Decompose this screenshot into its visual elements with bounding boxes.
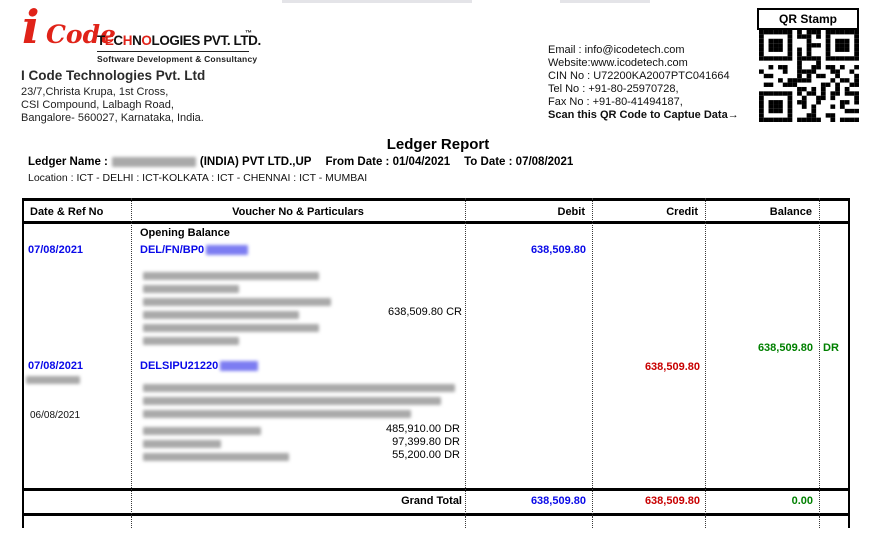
border-stub [848, 516, 850, 528]
column-divider [131, 198, 132, 516]
entry1-running-balance: 638,509.80 CR [388, 306, 462, 318]
entry1-date: 07/08/2021 [28, 244, 84, 256]
company-address-line: CSI Compound, Lalbagh Road, [21, 99, 174, 111]
entry2-sub-date: 06/08/2021 [30, 410, 81, 421]
redacted-line [143, 337, 239, 345]
entry2-credit-amount: 638,509.80 [644, 361, 700, 373]
redacted-ledger-name [111, 156, 196, 167]
entry1-voucher-no: DEL/FN/BP0 [140, 244, 249, 256]
company-address-line: Bangalore- 560027, Karnataka, India. [21, 112, 204, 124]
contact-cin: CIN No : U72200KA2007PTC041664 [548, 70, 730, 82]
redacted-voucher-suffix [206, 245, 249, 256]
logo-tech-segment: O [141, 32, 152, 48]
entry2-item-amount: 485,910.00 DR [386, 423, 460, 435]
location-line: Location : ICT - DELHI : ICT-KOLKATA : I… [28, 172, 368, 184]
logo-tech-segment: C [113, 32, 123, 48]
redacted-line [143, 453, 289, 461]
company-address-line: 23/7,Christa Krupa, 1st Cross, [21, 86, 169, 98]
redacted-line [143, 440, 221, 448]
logo-technologies-text: TECHNOLOGIES PVT. LTD. [97, 32, 261, 48]
table-bottom-border [22, 513, 850, 516]
header-date-ref-no: Date & Ref No [30, 206, 104, 218]
border-stub [705, 516, 706, 528]
redacted-line [143, 324, 319, 332]
table-right-border [848, 198, 850, 516]
border-stub [22, 516, 24, 528]
redacted-ref-no [26, 376, 80, 384]
border-stub [465, 516, 466, 528]
grand-total-debit: 638,509.80 [530, 495, 586, 507]
redacted-line [143, 298, 331, 306]
border-stub [819, 516, 820, 528]
ledger-name-line: Ledger Name : (INDIA) PVT LTD.,UP From Dat… [28, 156, 573, 168]
entry1-debit-amount: 638,509.80 [530, 244, 586, 256]
entry2-voucher-no: DELSIPU21220 [140, 360, 259, 372]
logo-tech-segment: LOGIES PVT. LTD. [151, 32, 261, 48]
scan-qr-instruction: Scan this QR Code to Captue Data→ [548, 109, 739, 121]
grand-total-label: Grand Total [401, 495, 462, 507]
redacted-line [143, 397, 441, 405]
entry2-item-amount: 55,200.00 DR [392, 449, 460, 461]
entry1-voucher-prefix: DEL/FN/BP0 [140, 244, 205, 256]
to-date: To Date : 07/08/2021 [464, 156, 574, 168]
redacted-line [143, 410, 411, 418]
redacted-line [143, 427, 261, 435]
logo-tech-segment: E [104, 32, 114, 48]
redacted-line [143, 285, 239, 293]
redacted-line [143, 384, 455, 392]
logo-tech-segment: H [122, 32, 133, 48]
entry1-balance-side: DR [823, 342, 839, 354]
page-edge-artifact [282, 0, 472, 3]
table-left-border [22, 198, 24, 516]
contact-tel: Tel No : +91-80-25970728, [548, 83, 679, 95]
logo-tech-segment: T [97, 32, 105, 48]
logo-tagline: Software Development & Consultancy [97, 54, 258, 64]
qr-code-image [759, 30, 859, 122]
column-divider [705, 198, 706, 516]
table-header-border [22, 221, 850, 224]
column-divider [465, 198, 466, 516]
header-balance: Balance [769, 206, 812, 218]
opening-balance-label: Opening Balance [140, 227, 230, 239]
column-divider [592, 198, 593, 516]
header-voucher-particulars: Voucher No & Particulars [232, 206, 364, 218]
grand-total-balance: 0.00 [791, 495, 813, 507]
grand-total-credit: 638,509.80 [644, 495, 700, 507]
ledger-name-visible: (INDIA) PVT LTD.,UP [199, 156, 312, 168]
logo-letter-i: i [22, 0, 40, 54]
page-edge-artifact [560, 0, 650, 3]
scan-qr-text: Scan this QR Code to Captue Data [548, 109, 728, 121]
logo-code-text: Code [46, 20, 116, 49]
redacted-line [143, 272, 319, 280]
right-arrow-icon: → [727, 109, 739, 121]
entry1-balance-amount: 638,509.80 [757, 342, 813, 354]
grand-total-top-border [22, 488, 850, 491]
table-top-border [22, 198, 850, 201]
qr-stamp-label: QR Stamp [757, 8, 859, 30]
logo-trademark-symbol: ™ [245, 30, 252, 37]
contact-fax: Fax No : +91-80-41494187, [548, 96, 683, 108]
column-divider [819, 198, 820, 516]
header-credit: Credit [666, 206, 698, 218]
contact-website: Website:www.icodetech.com [548, 57, 688, 69]
company-name: I Code Technologies Pvt. Ltd [21, 68, 206, 83]
logo-tech-segment: N [132, 32, 142, 48]
logo-divider-line [97, 51, 249, 52]
border-stub [592, 516, 593, 528]
ledger-name-label: Ledger Name : [28, 156, 108, 168]
entry2-voucher-prefix: DELSIPU21220 [140, 360, 219, 372]
redacted-line [143, 311, 299, 319]
entry2-item-amount: 97,399.80 DR [392, 436, 460, 448]
border-stub [131, 516, 132, 528]
report-title: Ledger Report [386, 136, 490, 153]
from-date: From Date : 01/04/2021 [325, 156, 451, 168]
redacted-voucher-suffix [220, 361, 259, 372]
entry2-date: 07/08/2021 [28, 360, 84, 372]
contact-email: Email : info@icodetech.com [548, 44, 685, 56]
header-debit: Debit [557, 206, 586, 218]
